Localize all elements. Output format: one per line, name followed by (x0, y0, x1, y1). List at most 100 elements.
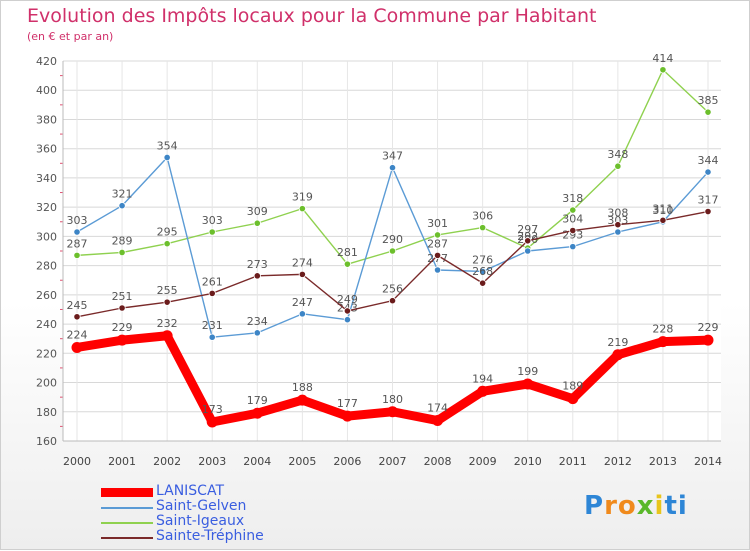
data-label: 194 (472, 372, 493, 385)
data-label: 189 (562, 380, 583, 393)
data-point (614, 221, 622, 229)
data-point (388, 297, 397, 305)
data-label: 173 (202, 403, 223, 416)
data-label: 348 (607, 148, 628, 161)
x-tick-label: 2007 (379, 455, 407, 468)
x-tick-label: 2010 (514, 455, 542, 468)
x-tick-label: 2004 (243, 455, 271, 468)
legend-label: Sainte-Tréphine (156, 528, 264, 544)
data-label: 177 (337, 397, 358, 410)
data-label: 268 (472, 265, 493, 278)
data-point (118, 202, 126, 210)
data-point (704, 168, 712, 176)
data-point (116, 334, 128, 346)
data-label: 301 (427, 217, 448, 230)
data-label: 261 (202, 275, 223, 288)
y-tick-label: 380 (36, 113, 57, 126)
data-point (253, 272, 261, 280)
data-point (208, 228, 216, 236)
logo-letter: i (677, 491, 688, 521)
x-tick-label: 2003 (198, 455, 226, 468)
x-tick-label: 2005 (288, 455, 316, 468)
data-label: 318 (562, 192, 583, 205)
proxiti-logo: Proxiti (584, 491, 688, 521)
data-label: 354 (157, 139, 178, 152)
data-point (296, 394, 308, 406)
logo-letter: x (636, 491, 655, 521)
data-label: 321 (112, 188, 133, 201)
data-point (118, 304, 126, 312)
data-label: 273 (247, 258, 268, 271)
x-tick-label: 2000 (63, 455, 91, 468)
data-point (388, 164, 397, 172)
logo-letter: o (617, 491, 637, 521)
data-label: 287 (427, 237, 448, 250)
data-label: 255 (157, 284, 178, 297)
data-point (522, 378, 534, 390)
data-point (433, 251, 442, 259)
legend-label: Saint-Gelven (156, 498, 247, 514)
legend-swatch (101, 488, 153, 497)
data-label: 219 (607, 336, 628, 349)
data-point (298, 310, 306, 318)
data-point (341, 410, 353, 422)
data-label: 306 (472, 210, 493, 223)
data-point (73, 251, 81, 259)
data-point (387, 406, 398, 418)
data-point (433, 231, 442, 239)
data-label: 188 (292, 381, 313, 394)
data-label: 287 (67, 237, 88, 250)
legend-label: LANISCAT (156, 483, 225, 499)
data-point (343, 260, 352, 268)
legend-swatch (101, 507, 153, 509)
data-label: 414 (652, 52, 673, 65)
data-label: 224 (67, 328, 88, 341)
logo-letter: i (654, 491, 665, 521)
data-point (73, 313, 81, 321)
data-label: 385 (698, 94, 719, 107)
data-point (704, 207, 712, 216)
data-label: 232 (157, 317, 178, 330)
data-label: 289 (112, 234, 133, 247)
data-point (208, 289, 216, 297)
data-point (702, 334, 714, 346)
data-point (163, 240, 171, 248)
y-tick-label: 240 (36, 318, 57, 331)
x-tick-label: 2009 (469, 455, 497, 468)
data-label: 276 (472, 253, 493, 266)
y-tick-label: 180 (36, 406, 57, 419)
y-tick-label: 320 (36, 201, 57, 214)
data-label: 309 (247, 205, 268, 218)
logo-letter: r (604, 491, 618, 521)
data-point (343, 316, 352, 324)
chart-subtitle: (en € et par an) (27, 30, 114, 43)
data-point (524, 247, 532, 255)
data-label: 180 (382, 393, 403, 406)
data-label: 199 (517, 365, 538, 378)
data-point (163, 298, 171, 306)
x-tick-label: 2013 (649, 455, 677, 468)
data-point (479, 279, 487, 287)
data-label: 304 (562, 213, 583, 226)
data-point (569, 206, 577, 214)
y-tick-label: 280 (36, 260, 57, 273)
data-label: 319 (292, 191, 313, 204)
data-label: 310 (652, 204, 673, 217)
data-point (433, 266, 442, 274)
data-point (73, 228, 81, 236)
data-label: 308 (607, 207, 628, 220)
data-point (206, 416, 218, 428)
data-label: 347 (382, 150, 403, 163)
data-label: 234 (247, 315, 268, 328)
data-label: 249 (337, 293, 358, 306)
data-point (657, 336, 669, 348)
data-label: 317 (698, 194, 719, 207)
legend-swatch (101, 537, 153, 539)
data-point (569, 243, 577, 251)
data-label: 311 (652, 202, 673, 215)
data-point (567, 393, 579, 405)
x-tick-label: 2001 (108, 455, 136, 468)
x-tick-label: 2008 (424, 455, 452, 468)
